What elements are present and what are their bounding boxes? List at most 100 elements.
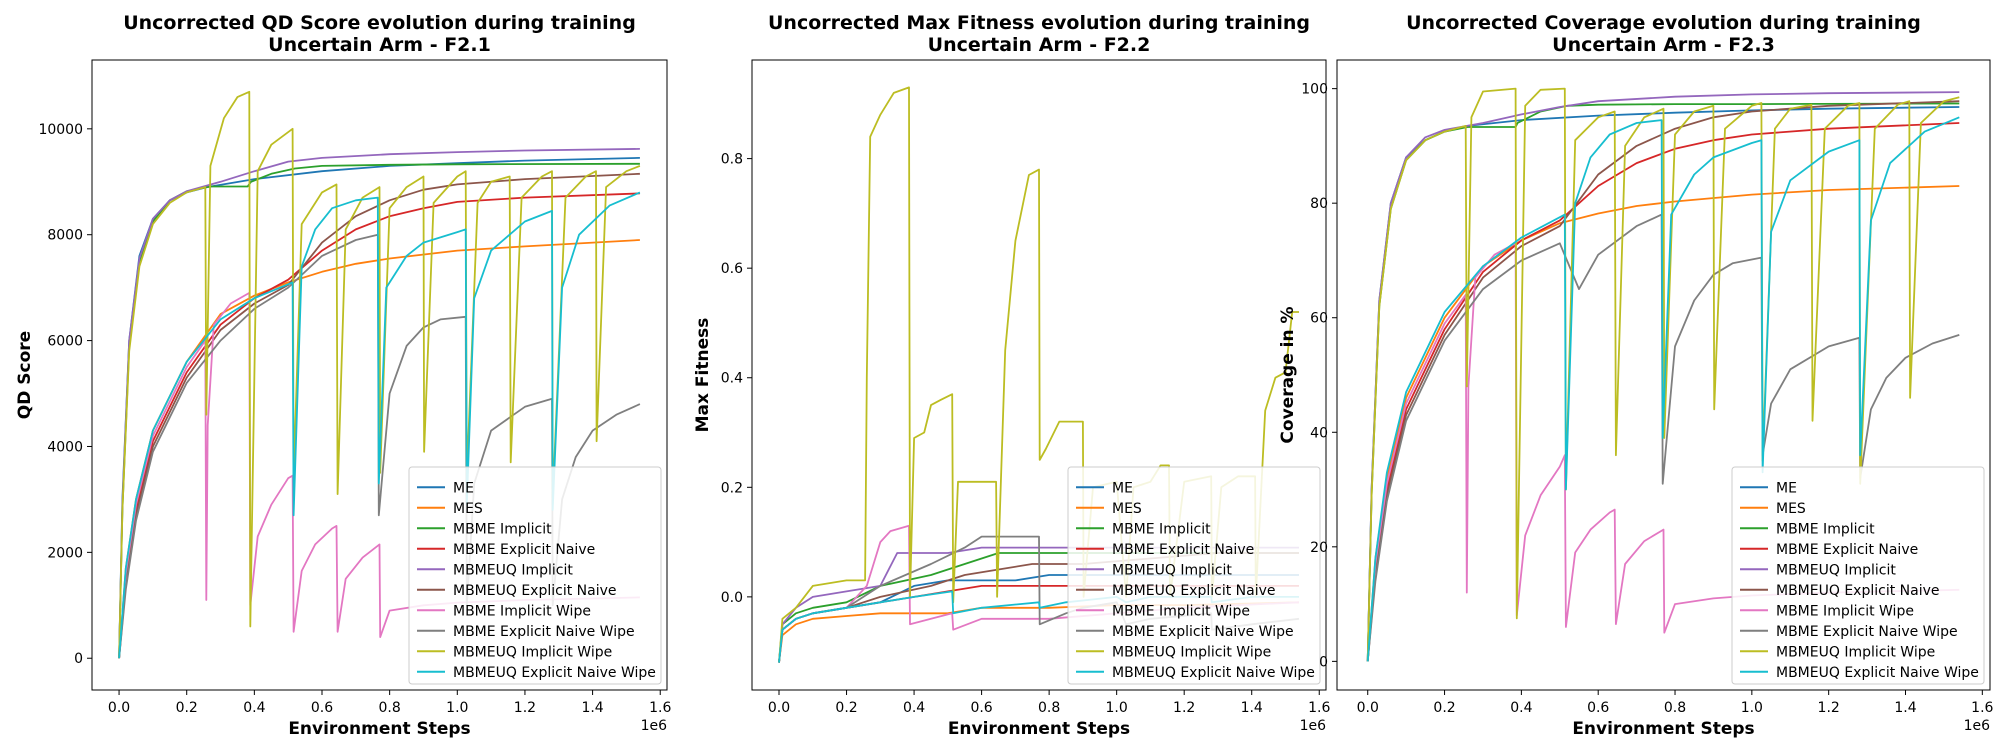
x-tick-label: 1.0 [1106, 700, 1128, 716]
x-tick-label: 0.2 [176, 700, 198, 716]
y-tick-label: 4000 [47, 439, 83, 455]
axes-frame [1336, 59, 1991, 691]
x-tick-label: 0.8 [1038, 700, 1060, 716]
legend-entry: MBMEUQ Explicit Naive Wipe [1776, 665, 1979, 681]
y-tick-label: 100 [1301, 82, 1328, 98]
series-line-mbme-explicit-naive-wipe [1366, 213, 1960, 662]
x-tick-label: 0.0 [1357, 700, 1379, 716]
chart-title-line-2: Uncertain Arm - F2.3 [1552, 34, 1775, 56]
y-tick-label: 60 [1310, 311, 1328, 327]
legend-entry: MBME Implicit [1776, 521, 1875, 537]
x-tick-label: 0.4 [903, 700, 925, 716]
x-axis-label: Environment Steps [288, 719, 470, 739]
legend-entry: MBMEUQ Implicit [1112, 562, 1232, 578]
x-tick-label: 0.4 [1510, 700, 1532, 716]
x-tick-label: 0.0 [768, 700, 790, 716]
x-tick-label: 0.6 [970, 700, 992, 716]
legend-entry: MES [1776, 501, 1806, 517]
y-tick-label: 8000 [47, 228, 83, 244]
legend-entry: MBMEUQ Implicit Wipe [453, 644, 612, 660]
y-tick-label: 0.6 [721, 261, 743, 277]
x-offset-label: 1e6 [1964, 718, 1991, 734]
chart-title-line-1: Uncorrected QD Score evolution during tr… [123, 12, 636, 34]
legend-entry: ME [1112, 480, 1133, 496]
legend-entry: MBMEUQ Implicit [453, 562, 573, 578]
y-axis-label: QD Score [15, 331, 35, 419]
x-tick-label: 1.0 [446, 700, 468, 716]
legend-entry: MBME Explicit Naive [1112, 542, 1254, 558]
series-line-mbme-explicit-naive [118, 192, 640, 659]
legend-entry: ME [1776, 480, 1797, 496]
chart-title-line-2: Uncertain Arm - F2.2 [928, 34, 1151, 56]
legend-entry: MBMEUQ Explicit Naive Wipe [1112, 665, 1315, 681]
legend-entry: MBMEUQ Explicit Naive [1776, 583, 1940, 599]
x-axis-label: Environment Steps [948, 719, 1130, 739]
series-line-mes [1366, 185, 1960, 662]
x-tick-label: 1.2 [514, 700, 536, 716]
y-tick-label: 0.0 [721, 590, 743, 606]
y-tick-label: 40 [1310, 425, 1328, 441]
chart-panel-1: 0.0 0.2 0.4 0.6 0.8 1.0 1.2 1.4 1.6 0 2000 4000 6000… [15, 12, 671, 739]
legend-box [1067, 466, 1321, 685]
legend-entry: MBME Implicit Wipe [453, 603, 591, 619]
y-tick-label: 0 [74, 651, 83, 667]
legend: ME MES MBME Implicit MBME Explicit Naive MBM… [1067, 466, 1321, 685]
series-line-mbmeuq-implicit [118, 148, 640, 659]
legend-entry: MBME Explicit Naive [1776, 542, 1918, 558]
x-tick-label: 0.2 [1433, 700, 1455, 716]
legend-box [1731, 466, 1985, 685]
y-tick-label: 0.4 [721, 371, 743, 387]
legend-entry: MBMEUQ Implicit Wipe [1776, 644, 1935, 660]
series-line-mbmeuq-explicit-naive-wipe [118, 191, 641, 659]
x-tick-label: 0.6 [311, 700, 333, 716]
y-tick-label: 0.2 [721, 480, 743, 496]
legend-entry: MES [1112, 501, 1142, 517]
x-tick-label: 0.8 [379, 700, 401, 716]
legend-entry: MBME Implicit [453, 521, 552, 537]
x-tick-label: 0.2 [835, 700, 857, 716]
y-axis-label: Coverage in % [1278, 306, 1298, 443]
x-tick-label: 0.4 [243, 700, 265, 716]
series-line-mbmeuq-explicit-naive [1366, 100, 1960, 662]
x-tick-label: 1.6 [1308, 700, 1330, 716]
x-tick-label: 0.6 [1587, 700, 1609, 716]
chart-panel-2: 0.0 0.2 0.4 0.6 0.8 1.0 1.2 1.4 1.6 0.0 0.2 0.4 0.6 0… [693, 12, 1330, 739]
legend-entry: MBMEUQ Explicit Naive Wipe [453, 665, 656, 681]
x-tick-label: 1.4 [1894, 700, 1916, 716]
series-line-mbmeuq-explicit-naive-wipe [1366, 116, 1960, 662]
y-tick-label: 80 [1310, 196, 1328, 212]
x-tick-label: 1.6 [649, 700, 671, 716]
legend-entry: MES [453, 501, 483, 517]
y-tick-label: 6000 [47, 334, 83, 350]
x-tick-label: 1.6 [1971, 700, 1993, 716]
y-tick-label: 10000 [38, 122, 83, 138]
series-line-mbme-explicit-naive [1366, 122, 1960, 662]
legend-entry: MBMEUQ Implicit Wipe [1112, 644, 1271, 660]
legend-entry: MBME Implicit Wipe [1112, 603, 1250, 619]
x-tick-label: 1.4 [1241, 700, 1263, 716]
x-offset-label: 1e6 [641, 718, 668, 734]
axes-frame [91, 59, 668, 691]
x-tick-label: 0.8 [1664, 700, 1686, 716]
legend-entry: MBME Explicit Naive Wipe [1112, 624, 1294, 640]
legend-entry: MBME Explicit Naive Wipe [1776, 624, 1958, 640]
y-tick-label: 0 [1319, 654, 1328, 670]
chart-title-line-1: Uncorrected Max Fitness evolution during… [768, 12, 1310, 34]
y-axis-label: Max Fitness [693, 318, 713, 433]
axes-frame [751, 59, 1327, 691]
legend-box [408, 466, 662, 685]
legend-entry: ME [453, 480, 474, 496]
chart-panel-3: 0.0 0.2 0.4 0.6 0.8 1.0 1.2 1.4 1.6 0 20 40 60 80 100 1… [1278, 12, 1994, 739]
chart-title-line-2: Uncertain Arm - F2.1 [268, 34, 491, 56]
legend: ME MES MBME Implicit MBME Explicit Naive MBM… [408, 466, 662, 685]
x-axis-label: Environment Steps [1572, 719, 1754, 739]
series-line-mbmeuq-implicit-wipe [118, 90, 641, 659]
legend-entry: MBME Explicit Naive [453, 542, 595, 558]
x-offset-label: 1e6 [1300, 718, 1327, 734]
legend-entry: MBMEUQ Explicit Naive [1112, 583, 1276, 599]
legend-entry: MBMEUQ Implicit [1776, 562, 1896, 578]
legend-entry: MBME Explicit Naive Wipe [453, 624, 635, 640]
legend: ME MES MBME Implicit MBME Explicit Naive MBM… [1731, 466, 1985, 685]
x-tick-label: 1.2 [1173, 700, 1195, 716]
